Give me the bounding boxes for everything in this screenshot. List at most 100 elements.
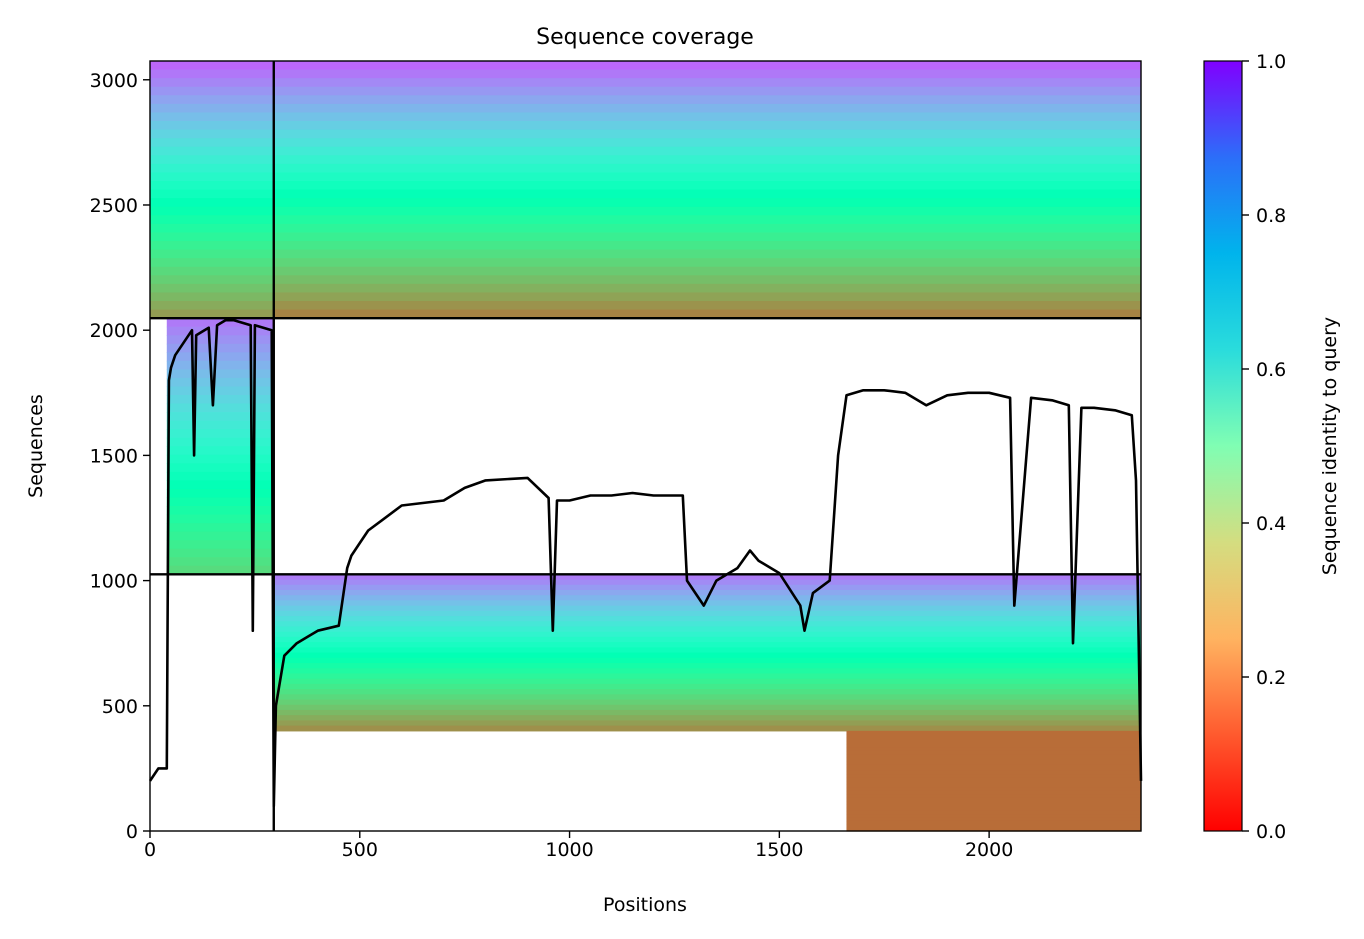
coverage-stripe: [273, 129, 1141, 139]
coverage-stripe: [273, 574, 1141, 581]
coverage-stripe: [166, 540, 274, 550]
coverage-stripe: [273, 631, 1141, 638]
coverage-stripe: [150, 172, 274, 182]
coverage-stripe: [846, 774, 1141, 779]
coverage-stripe: [273, 249, 1141, 259]
coverage-stripe: [846, 784, 1141, 789]
coverage-stripe: [150, 189, 274, 199]
coverage-stripe: [273, 579, 1141, 586]
coverage-stripe: [846, 794, 1141, 799]
coverage-stripe: [166, 412, 274, 422]
coverage-stripe: [150, 309, 274, 319]
coverage-stripe: [166, 548, 274, 558]
coverage-stripe: [166, 335, 274, 345]
colorbar-tick: 0.4: [1242, 513, 1286, 535]
y-tick-label: 500: [102, 696, 138, 718]
chart-title: Sequence coverage: [536, 25, 754, 50]
coverage-stripe: [150, 283, 274, 294]
coverage-stripe: [150, 181, 274, 191]
coverage-stripe: [273, 69, 1141, 79]
coverage-stripe: [273, 232, 1141, 242]
x-tick: 0: [144, 831, 156, 861]
coverage-stripe: [273, 301, 1141, 311]
y-axis-ticks: 0 500 1000 1500 2000 2500 3000: [90, 70, 150, 843]
coverage-stripe: [846, 787, 1141, 792]
coverage-stripe: [846, 827, 1141, 832]
coverage-stripe: [150, 146, 274, 156]
coverage-stripe: [166, 463, 274, 473]
coverage-stripe: [166, 446, 274, 456]
coverage-stripe: [846, 810, 1141, 815]
coverage-stripe: [273, 689, 1141, 695]
coverage-stripe: [150, 275, 274, 285]
coverage-stripe: [273, 258, 1141, 268]
x-tick-label: 500: [342, 839, 378, 861]
coverage-stripe: [150, 198, 274, 208]
colorbar-label: Sequence identity to query: [1319, 317, 1341, 575]
coverage-stripe: [150, 95, 274, 105]
coverage-stripe: [166, 523, 274, 533]
x-tick: 500: [342, 831, 378, 861]
y-tick-label: 2500: [90, 195, 138, 217]
coverage-stripe: [273, 683, 1141, 690]
coverage-stripe: [166, 471, 274, 482]
coverage-stripe: [150, 129, 274, 139]
coverage-stripe: [166, 557, 274, 567]
coverage-stripe: [273, 215, 1141, 225]
coverage-stripe: [166, 497, 274, 507]
coverage-stripe: [166, 352, 274, 362]
coverage-stripe: [846, 764, 1141, 769]
y-axis-label: Sequences: [25, 394, 47, 498]
coverage-stripe: [846, 770, 1141, 775]
coverage-stripe: [150, 78, 274, 88]
coverage-stripe: [273, 138, 1141, 148]
coverage-block-0: [150, 61, 274, 319]
coverage-stripe: [273, 146, 1141, 156]
coverage-stripe: [150, 138, 274, 148]
x-axis-label: Positions: [603, 894, 687, 916]
coverage-stripe: [150, 69, 274, 79]
coverage-stripe: [150, 206, 274, 216]
coverage-stripe: [273, 657, 1141, 664]
coverage-line: [148, 318, 1143, 808]
coverage-stripe: [273, 715, 1141, 722]
coverage-stripe: [166, 454, 274, 464]
coverage-stripe: [846, 730, 1141, 735]
coverage-stripe: [846, 800, 1141, 805]
coverage-stripe: [166, 531, 274, 541]
coverage-stripe: [273, 720, 1141, 727]
coverage-blocks: [150, 61, 1141, 832]
coverage-stripe: [273, 275, 1141, 285]
x-tick: 1000: [545, 831, 594, 861]
colorbar: [1203, 60, 1243, 832]
y-tick: 1500: [90, 445, 150, 467]
coverage-stripe: [273, 663, 1141, 669]
coverage-stripe: [273, 309, 1141, 319]
coverage-stripe: [273, 600, 1141, 607]
coverage-stripe: [273, 95, 1141, 105]
coverage-stripe: [846, 744, 1141, 749]
coverage-stripe: [846, 780, 1141, 785]
coverage-stripe: [846, 767, 1141, 772]
y-tick-label: 2000: [90, 320, 138, 342]
coverage-stripe: [150, 232, 274, 242]
coverage-stripe: [273, 694, 1141, 701]
y-tick: 1000: [90, 571, 150, 593]
coverage-stripe: [273, 172, 1141, 182]
coverage-stripe: [273, 678, 1141, 685]
coverage-stripe: [846, 740, 1141, 745]
y-tick: 0: [126, 821, 150, 843]
x-tick: 1500: [755, 831, 804, 861]
y-tick: 2000: [90, 320, 150, 342]
coverage-stripe: [273, 86, 1141, 96]
coverage-stripe: [273, 605, 1141, 612]
coverage-stripe: [150, 258, 274, 268]
y-tick: 3000: [90, 70, 150, 92]
colorbar-tick-label: 1.0: [1256, 51, 1286, 73]
colorbar-tick: 1.0: [1242, 51, 1286, 73]
coverage-stripe: [273, 616, 1141, 622]
coverage-stripe: [273, 266, 1141, 276]
coverage-stripe: [273, 103, 1141, 114]
coverage-stripe: [273, 652, 1141, 659]
coverage-stripe: [273, 78, 1141, 88]
